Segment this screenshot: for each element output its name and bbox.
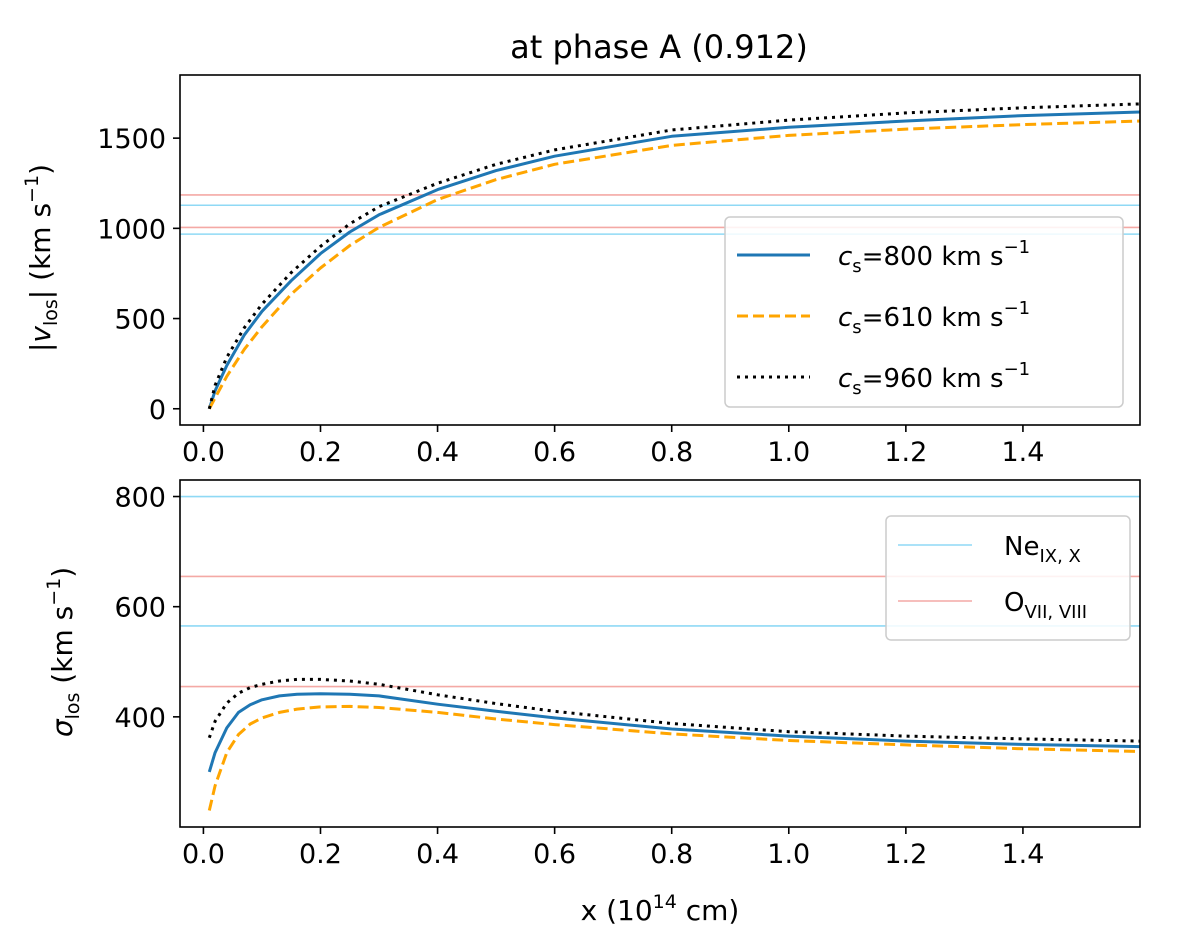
legend-label-cs800: cs=800 km s−1 bbox=[838, 237, 1030, 277]
legend-ions: NeIX, X OVII, VIII bbox=[885, 515, 1131, 641]
x-tick-label-0-6: 0.6 bbox=[533, 437, 576, 468]
x-tick-label-0-0: 0.0 bbox=[182, 437, 225, 468]
x-tick-label-0-8: 0.8 bbox=[650, 437, 693, 468]
axes-frame bbox=[179, 74, 1141, 426]
series-line-cs960 bbox=[207, 677, 1140, 743]
y-tick-label-0: 0 bbox=[149, 395, 166, 426]
x-tick-label-1-4: 1.4 bbox=[1001, 839, 1044, 870]
series-line-cs800 bbox=[207, 110, 1140, 410]
x-tick-label-0-6: 0.6 bbox=[533, 839, 576, 870]
legend-label-o: OVII, VIII bbox=[1004, 588, 1087, 623]
x-tick-label-1-0: 1.0 bbox=[767, 839, 810, 870]
series-line-cs610 bbox=[207, 119, 1140, 410]
y-tick-label-1500: 1500 bbox=[97, 124, 166, 155]
y-tick-label-500: 500 bbox=[114, 305, 166, 336]
series-line-cs610 bbox=[207, 704, 1140, 811]
chart-title: at phase A (0.912) bbox=[510, 28, 808, 66]
legend-label-cs960: cs=960 km s−1 bbox=[838, 359, 1030, 399]
panel-velocity: at phase A (0.912) |vlos| (km s−1) 0.0 0.… bbox=[21, 28, 1141, 468]
x-tick-label-1-2: 1.2 bbox=[884, 839, 927, 870]
legend-label-cs610: cs=610 km s−1 bbox=[838, 298, 1030, 338]
x-tick-label-0-2: 0.2 bbox=[299, 839, 342, 870]
legend-frame bbox=[885, 515, 1131, 641]
x-axis-label: x (1014 cm) bbox=[581, 891, 740, 927]
y-axis-label-dispersion: σlos (km s−1) bbox=[43, 567, 84, 737]
x-tick-label-0-2: 0.2 bbox=[299, 437, 342, 468]
x-tick-label-0-4: 0.4 bbox=[416, 839, 459, 870]
y-tick-label-600: 600 bbox=[114, 593, 166, 624]
y-axis-label-velocity: |vlos| (km s−1) bbox=[21, 164, 62, 352]
legend-label-ne: NeIX, X bbox=[1004, 532, 1081, 567]
panel-dispersion: σlos (km s−1) x (1014 cm) 0.0 0.2 0.4 0.6 0.… bbox=[43, 479, 1141, 927]
y-tick-label-800: 800 bbox=[114, 483, 166, 514]
x-tick-label-1-2: 1.2 bbox=[884, 437, 927, 468]
y-tick-label-1000: 1000 bbox=[97, 214, 166, 245]
x-tick-label-0-0: 0.0 bbox=[182, 839, 225, 870]
x-tick-label-1-0: 1.0 bbox=[767, 437, 810, 468]
x-tick-label-0-8: 0.8 bbox=[650, 839, 693, 870]
series-line-cs800 bbox=[207, 692, 1140, 773]
y-tick-label-400: 400 bbox=[114, 703, 166, 734]
legend-sound-speed: cs=800 km s−1 cs=610 km s−1 cs=960 km s−1 bbox=[724, 216, 1124, 408]
x-tick-label-0-4: 0.4 bbox=[416, 437, 459, 468]
x-tick-label-1-4: 1.4 bbox=[1001, 437, 1044, 468]
axes-frame bbox=[179, 479, 1141, 828]
legend-frame bbox=[724, 216, 1124, 408]
